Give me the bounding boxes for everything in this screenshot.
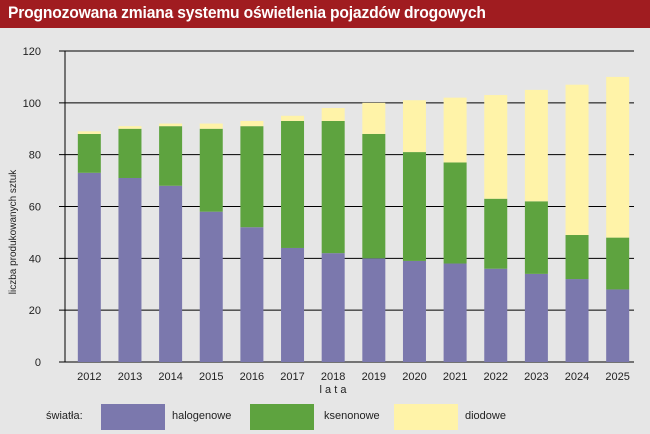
bar-ksenonowe-2024 (565, 235, 589, 280)
bar-halogenowe-2013 (118, 177, 142, 362)
bar-halogenowe-2020 (402, 260, 426, 362)
bar-diodowe-2019 (362, 102, 386, 134)
bar-diodowe-2018 (321, 108, 345, 121)
gridlines (59, 50, 634, 363)
legend-label-halogen: halogenowe (172, 410, 232, 422)
bar-ksenonowe-2020 (402, 152, 426, 261)
legend-swatch-halogen (101, 404, 165, 430)
bars (77, 76, 630, 362)
bar-halogenowe-2015 (199, 211, 223, 362)
legend-swatch-led (394, 404, 458, 430)
bar-halogenowe-2022 (484, 268, 508, 362)
chart-title: Prognozowana zmiana systemu oświetlenia … (8, 3, 486, 22)
bar-halogenowe-2016 (240, 227, 264, 362)
x-tick-label: 2023 (524, 371, 548, 383)
bar-halogenowe-2014 (159, 185, 183, 362)
bar-diodowe-2012 (77, 131, 101, 134)
x-tick-label: 2021 (443, 371, 467, 383)
x-tick-label: 2017 (280, 371, 304, 383)
legend-label-led: diodowe (465, 410, 506, 422)
bar-ksenonowe-2018 (321, 120, 345, 254)
bar-ksenonowe-2023 (524, 201, 548, 274)
bar-halogenowe-2025 (606, 289, 630, 362)
stacked-bar-chart: 0 20 40 60 80 100 120 2012 2013 2014 2015 2016 2017… (8, 46, 634, 396)
bar-ksenonowe-2012 (77, 133, 101, 173)
x-axis-label: l a t a (320, 384, 348, 396)
bar-diodowe-2024 (565, 84, 589, 236)
y-axis: 0 20 40 60 80 100 120 (23, 46, 66, 369)
x-tick-label: 2024 (565, 371, 589, 383)
legend-prefix: światła: (46, 410, 83, 422)
bar-ksenonowe-2015 (199, 128, 223, 212)
bar-halogenowe-2018 (321, 253, 345, 362)
bar-diodowe-2013 (118, 126, 142, 129)
x-tick-label: 2012 (77, 371, 101, 383)
x-tick-label: 2014 (158, 371, 182, 383)
legend-label-xenon: ksenonowe (324, 410, 380, 422)
y-tick-label: 40 (29, 253, 41, 265)
x-tick-label: 2015 (199, 371, 223, 383)
x-axis: 2012 2013 2014 2015 2016 2017 2018 2019 2020 2021… (77, 371, 630, 383)
bar-diodowe-2015 (199, 123, 223, 129)
y-tick-label: 20 (29, 305, 41, 317)
bar-halogenowe-2012 (77, 172, 101, 362)
bar-halogenowe-2019 (362, 258, 386, 362)
bar-ksenonowe-2016 (240, 126, 264, 228)
bar-diodowe-2023 (524, 89, 548, 202)
bar-diodowe-2021 (443, 97, 467, 163)
y-tick-label: 120 (23, 46, 41, 58)
bar-halogenowe-2021 (443, 263, 467, 362)
bar-ksenonowe-2013 (118, 128, 142, 178)
bar-diodowe-2020 (402, 100, 426, 153)
bar-ksenonowe-2014 (159, 126, 183, 186)
x-tick-label: 2020 (402, 371, 426, 383)
bar-ksenonowe-2025 (606, 237, 630, 290)
bar-diodowe-2016 (240, 120, 264, 127)
y-tick-label: 80 (29, 150, 41, 162)
bar-ksenonowe-2019 (362, 133, 386, 259)
bar-diodowe-2017 (281, 115, 305, 121)
x-tick-label: 2019 (362, 371, 386, 383)
bar-diodowe-2014 (159, 123, 183, 127)
bar-ksenonowe-2022 (484, 198, 508, 269)
x-tick-label: 2018 (321, 371, 345, 383)
y-tick-label: 60 (29, 202, 41, 214)
x-tick-label: 2013 (118, 371, 142, 383)
x-tick-label: 2025 (605, 371, 629, 383)
y-axis-label: liczba produkowanych sztuk (8, 169, 19, 295)
x-tick-label: 2022 (484, 371, 508, 383)
legend-swatch-xenon (250, 404, 314, 430)
y-tick-label: 0 (35, 357, 41, 369)
y-tick-label: 100 (23, 98, 41, 110)
x-tick-label: 2016 (240, 371, 264, 383)
bar-halogenowe-2017 (281, 247, 305, 362)
bar-ksenonowe-2017 (281, 120, 305, 248)
bar-halogenowe-2024 (565, 279, 589, 362)
bar-diodowe-2025 (606, 76, 630, 238)
bar-ksenonowe-2021 (443, 162, 467, 264)
bar-diodowe-2022 (484, 95, 508, 199)
title-bar: Prognozowana zmiana systemu oświetlenia … (0, 0, 650, 28)
bar-halogenowe-2023 (524, 273, 548, 362)
